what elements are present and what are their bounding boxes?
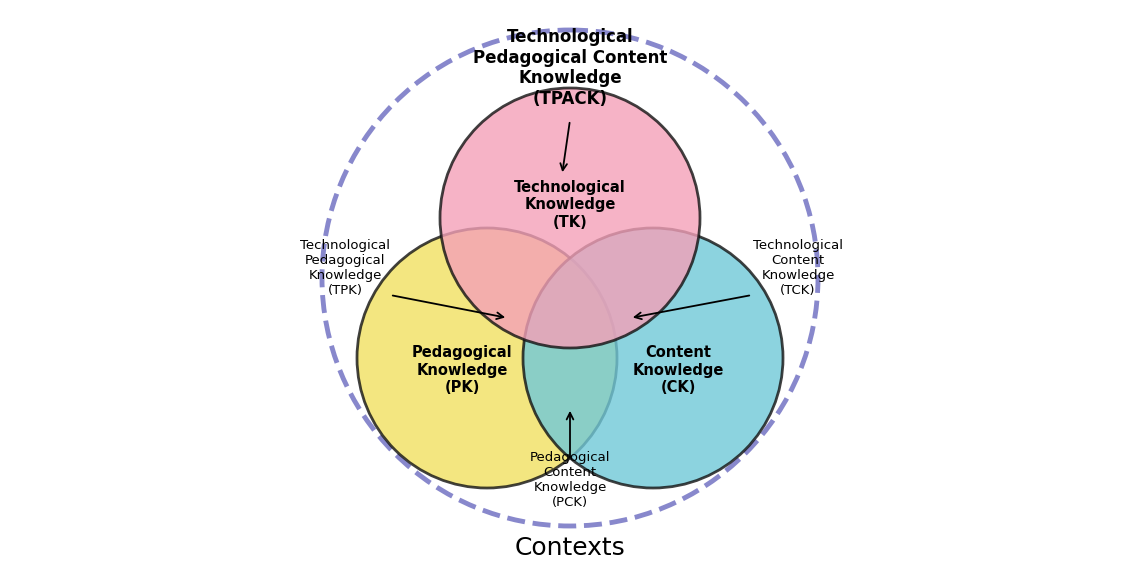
Text: Technological
Content
Knowledge
(TCK): Technological Content Knowledge (TCK) [754, 239, 842, 297]
Text: Technological
Pedagogical Content
Knowledge
(TPACK): Technological Pedagogical Content Knowle… [473, 28, 667, 108]
Text: Pedagogical
Knowledge
(PK): Pedagogical Knowledge (PK) [412, 345, 512, 395]
Circle shape [357, 228, 617, 488]
Text: Pedagogical
Content
Knowledge
(PCK): Pedagogical Content Knowledge (PCK) [530, 451, 610, 509]
Text: Technological
Knowledge
(TK): Technological Knowledge (TK) [514, 180, 626, 230]
Text: Technological
Pedagogical
Knowledge
(TPK): Technological Pedagogical Knowledge (TPK… [300, 239, 390, 297]
Text: Contexts: Contexts [514, 536, 626, 560]
Circle shape [440, 88, 700, 348]
Circle shape [523, 228, 783, 488]
Text: Content
Knowledge
(CK): Content Knowledge (CK) [633, 345, 724, 395]
